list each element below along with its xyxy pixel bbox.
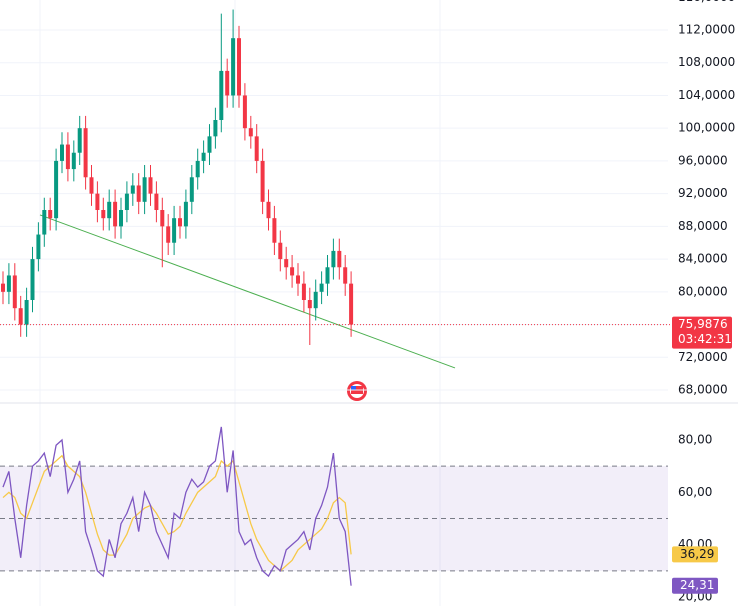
candle-body bbox=[290, 267, 295, 276]
candle-body bbox=[166, 226, 171, 243]
candle-body bbox=[42, 210, 47, 235]
candle-body bbox=[24, 300, 29, 325]
candle-body bbox=[260, 160, 265, 202]
y-tick-label: 88,0000 bbox=[678, 219, 728, 233]
candle-body bbox=[237, 38, 241, 96]
candle-body bbox=[54, 160, 59, 219]
candle-body bbox=[101, 210, 106, 219]
candle-body bbox=[95, 193, 100, 210]
candle-body bbox=[189, 177, 194, 202]
candle-body bbox=[284, 259, 289, 268]
candle-body bbox=[266, 201, 271, 219]
candle-body bbox=[130, 185, 135, 194]
y-tick-label: 104,0000 bbox=[678, 88, 735, 102]
candle-body bbox=[254, 136, 259, 161]
candle-body bbox=[225, 70, 230, 96]
y-tick-label: 84,0000 bbox=[678, 252, 728, 266]
y-tick-label: 92,0000 bbox=[678, 186, 728, 200]
candle-body bbox=[349, 283, 354, 325]
y-tick-label: 96,0000 bbox=[678, 153, 728, 167]
last-value-label: 24,31 bbox=[680, 578, 714, 592]
candle-body bbox=[331, 250, 336, 268]
candle-body bbox=[48, 210, 53, 219]
candle-body bbox=[1, 283, 5, 292]
candle-body bbox=[296, 275, 300, 284]
candle-body bbox=[343, 267, 348, 284]
y-tick-label: 72,0000 bbox=[678, 350, 728, 364]
candle-body bbox=[124, 193, 129, 210]
candle-body bbox=[18, 308, 23, 325]
candle-body bbox=[136, 185, 141, 202]
candle-body bbox=[30, 259, 35, 300]
candle-body bbox=[83, 128, 88, 178]
candle-body bbox=[219, 70, 224, 120]
last-price-label: 75,9876 bbox=[678, 317, 728, 331]
candle-body bbox=[313, 291, 318, 309]
candle-body bbox=[183, 201, 188, 227]
candle-body bbox=[107, 201, 112, 219]
candle-body bbox=[272, 218, 277, 243]
y-tick-label: 108,0000 bbox=[678, 55, 735, 69]
last-value-box bbox=[672, 577, 718, 594]
candle-body bbox=[119, 210, 123, 227]
candle-body bbox=[12, 275, 17, 309]
candle-body bbox=[154, 193, 159, 210]
last-value-label: 36,29 bbox=[680, 547, 714, 561]
trendline bbox=[39, 214, 456, 369]
y-tick-label: 68,0000 bbox=[678, 383, 728, 397]
candle-body bbox=[201, 152, 206, 161]
rsi-line bbox=[2, 454, 352, 572]
candle-body bbox=[113, 201, 118, 227]
y-tick-label: 116,0000 bbox=[678, 0, 735, 4]
candle-body bbox=[242, 95, 247, 129]
y-tick-label: 112,0000 bbox=[678, 23, 735, 37]
y-tick-label: 100,0000 bbox=[678, 121, 735, 135]
countdown: 03:42:31 bbox=[678, 332, 732, 346]
candle-body bbox=[36, 234, 41, 260]
candle-body bbox=[142, 177, 147, 202]
candle-body bbox=[325, 267, 330, 284]
candle-body bbox=[178, 218, 182, 227]
candle-body bbox=[148, 177, 153, 194]
candle-body bbox=[231, 38, 236, 96]
candle-body bbox=[71, 152, 76, 170]
rsi-line bbox=[2, 426, 352, 586]
candle-body bbox=[60, 144, 64, 161]
flag-icon bbox=[347, 381, 367, 401]
candle-body bbox=[278, 242, 283, 260]
candle-body bbox=[301, 283, 306, 300]
candle-body bbox=[307, 300, 312, 309]
candle-body bbox=[337, 250, 342, 268]
y-tick-label: 60,00 bbox=[678, 485, 712, 499]
y-tick-label: 80,0000 bbox=[678, 284, 728, 298]
candle-body bbox=[89, 177, 94, 194]
candle-body bbox=[319, 283, 324, 292]
candle-body bbox=[248, 128, 253, 137]
candle-body bbox=[172, 218, 177, 243]
last-price-box bbox=[672, 316, 732, 349]
candle-body bbox=[65, 144, 70, 170]
candle-body bbox=[6, 275, 11, 292]
candle-body bbox=[195, 160, 200, 178]
y-tick-label: 80,00 bbox=[678, 433, 712, 447]
candle-body bbox=[213, 120, 218, 137]
last-value-box bbox=[672, 546, 718, 563]
candle-body bbox=[160, 210, 165, 227]
candle-body bbox=[77, 128, 82, 153]
candle-body bbox=[207, 136, 212, 153]
